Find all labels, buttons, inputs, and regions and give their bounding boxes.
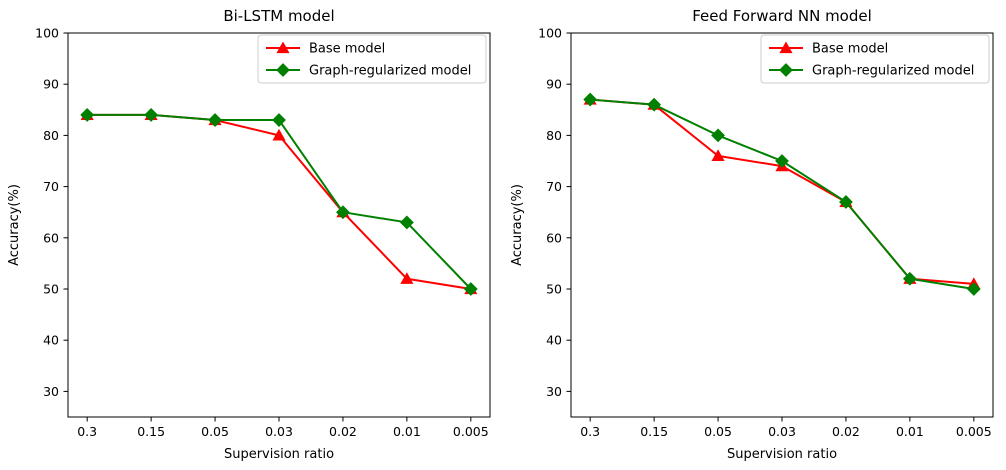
series-line <box>590 98 974 285</box>
series-marker <box>711 128 725 143</box>
y-axis-label: Accuracy(%) <box>7 184 22 266</box>
series-marker <box>80 108 95 122</box>
y-axis-label: Accuracy(%) <box>510 184 525 266</box>
series-marker <box>966 282 981 296</box>
x-tick-label: 0.005 <box>453 424 489 439</box>
series-marker <box>399 215 414 230</box>
series-line <box>87 113 472 290</box>
x-tick-label: 0.15 <box>640 424 668 439</box>
legend-box <box>760 34 990 84</box>
x-tick-label: 0.3 <box>77 424 97 439</box>
chart-title: Bi-LSTM model <box>223 7 334 25</box>
series-line <box>87 113 471 290</box>
x-tick-label: 0.05 <box>704 424 732 439</box>
series-marker <box>839 195 853 209</box>
feedforward-nn-axes: Feed Forward NN model Supervision ratio … <box>510 7 994 462</box>
y-tick-label: 100 <box>35 26 59 41</box>
x-tick-label: 0.3 <box>580 424 600 439</box>
x-tick-label: 0.02 <box>329 424 357 439</box>
x-axis-label: Supervision ratio <box>224 447 334 462</box>
chart-title: Feed Forward NN model <box>692 7 872 25</box>
x-tick-label: 0.15 <box>137 424 165 439</box>
legend-marker <box>779 63 793 77</box>
series-marker <box>711 149 725 161</box>
y-tick-label: 70 <box>546 179 562 194</box>
series-marker <box>144 108 159 122</box>
series-line <box>590 98 974 290</box>
series-marker <box>775 154 789 168</box>
series-marker <box>463 282 478 296</box>
y-tick-label: 80 <box>43 128 59 143</box>
x-tick-label: 0.005 <box>956 424 992 439</box>
chart-bilstm: Bi-LSTM model Supervision ratio Accuracy… <box>7 7 491 462</box>
y-tick-label: 40 <box>43 333 59 348</box>
legend-label: Graph-regularized model <box>812 64 974 79</box>
y-tick-label: 100 <box>538 26 562 41</box>
bilstm-axes: Bi-LSTM model Supervision ratio Accuracy… <box>7 7 491 462</box>
legend-marker <box>779 41 793 54</box>
legend-label: Graph-regularized model <box>309 64 471 79</box>
axis-frame <box>570 32 994 418</box>
y-tick-label: 90 <box>43 77 59 92</box>
series-marker <box>583 92 598 107</box>
x-tick-label: 0.03 <box>768 424 796 439</box>
plot-area: 30 40 50 60 70 80 90 100 0.3 0.15 0.05 0.03 0.02 0.01… <box>538 26 994 439</box>
legend-label: Base model <box>812 42 888 57</box>
y-tick-label: 70 <box>43 179 59 194</box>
legend-box <box>257 34 487 84</box>
y-tick-label: 40 <box>546 333 562 348</box>
chart-feedforward-nn: Feed Forward NN model Supervision ratio … <box>503 0 1006 470</box>
plot-area: 30 40 50 60 70 80 90 100 0.3 0.15 0.05 0.03 0.02 0.01… <box>35 26 491 439</box>
y-tick-label: 80 <box>546 128 562 143</box>
x-tick-label: 0.05 <box>201 424 229 439</box>
y-tick-label: 50 <box>43 282 59 297</box>
series-marker <box>647 97 662 112</box>
series-marker <box>208 113 222 127</box>
y-tick-label: 60 <box>43 230 59 245</box>
series-marker <box>272 128 286 141</box>
x-tick-label: 0.01 <box>896 424 924 439</box>
y-tick-label: 90 <box>546 77 562 92</box>
legend-label: Base model <box>309 42 385 57</box>
x-tick-label: 0.03 <box>265 424 293 439</box>
legend-marker <box>276 41 290 54</box>
y-tick-label: 30 <box>546 384 562 399</box>
legend-marker <box>276 63 290 77</box>
series-marker <box>902 271 917 286</box>
x-axis-label: Supervision ratio <box>727 447 837 462</box>
x-tick-label: 0.01 <box>393 424 421 439</box>
y-tick-label: 50 <box>546 282 562 297</box>
y-tick-label: 30 <box>43 384 59 399</box>
series-marker <box>336 205 350 220</box>
series-marker <box>400 272 414 284</box>
x-tick-label: 0.02 <box>832 424 860 439</box>
axis-frame <box>67 32 491 418</box>
y-tick-label: 60 <box>546 230 562 245</box>
series-marker <box>272 113 286 127</box>
